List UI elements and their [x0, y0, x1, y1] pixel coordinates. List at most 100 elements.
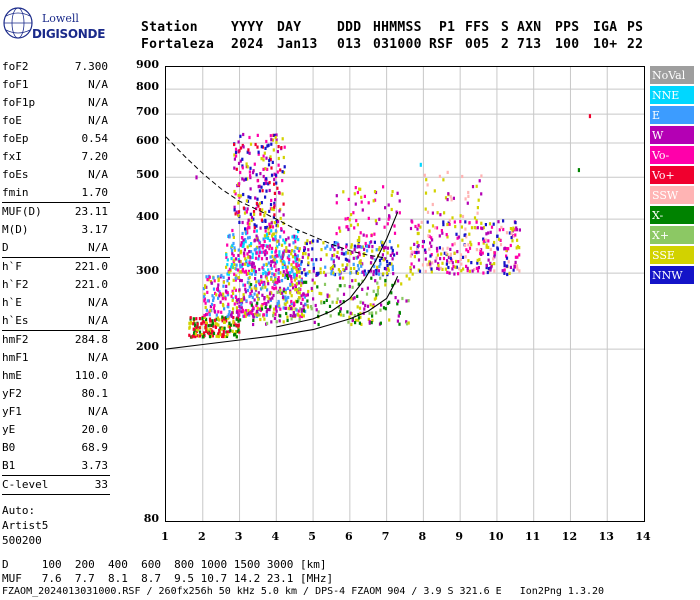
echo-point: [198, 334, 201, 338]
echo-point: [324, 265, 327, 269]
echo-point: [238, 182, 241, 186]
echo-point: [273, 307, 276, 311]
echo-point: [249, 310, 252, 314]
echo-point: [446, 259, 449, 263]
echo-point: [282, 251, 285, 255]
echo-point: [336, 297, 339, 301]
echo-point: [269, 225, 272, 229]
echo-point: [261, 266, 264, 270]
param-row-foe: foE N/A: [2, 112, 110, 130]
echo-point: [375, 221, 378, 226]
echo-point: [237, 325, 240, 329]
echo-point: [297, 238, 300, 242]
echo-point: [356, 255, 360, 259]
echo-point: [249, 176, 252, 180]
echo-point: [254, 284, 257, 288]
echo-point: [212, 287, 216, 291]
echo-point: [234, 288, 237, 292]
echo-point: [319, 257, 322, 261]
param-value: N/A: [88, 241, 108, 254]
echo-point: [270, 142, 273, 146]
echo-point: [428, 247, 431, 251]
echo-point: [424, 191, 428, 195]
param-value: N/A: [88, 78, 108, 91]
echo-point: [364, 241, 367, 246]
echo-point: [256, 238, 259, 242]
echo-point: [232, 254, 235, 258]
echo-point: [510, 236, 513, 240]
echo-point: [193, 331, 196, 335]
echo-point: [273, 258, 276, 262]
echo-point: [347, 227, 350, 232]
param-separator: [2, 257, 110, 258]
echo-point: [281, 273, 285, 277]
echo-point: [263, 282, 266, 286]
echo-point: [297, 230, 300, 234]
echo-point: [475, 248, 478, 252]
echo-point: [221, 315, 224, 319]
echo-point: [260, 304, 263, 308]
echo-point: [232, 291, 235, 295]
echo-point: [195, 325, 198, 330]
echo-point: [365, 292, 369, 296]
echo-point: [196, 322, 199, 326]
echo-point: [295, 308, 298, 312]
echo-point: [211, 294, 214, 298]
echo-point: [588, 114, 592, 119]
echo-point: [356, 245, 359, 249]
param-value: 68.9: [81, 441, 109, 454]
echo-point: [431, 224, 435, 228]
echo-point: [514, 255, 517, 259]
echo-point: [208, 275, 211, 279]
echo-point: [353, 192, 356, 196]
echo-point: [350, 243, 353, 247]
echo-point: [267, 227, 270, 231]
echo-point: [194, 335, 197, 339]
echo-point: [339, 276, 342, 280]
echo-point: [405, 322, 409, 326]
echo-point: [211, 322, 214, 326]
echo-point: [264, 167, 267, 171]
param-value: 3.73: [81, 459, 109, 472]
echo-point: [236, 268, 240, 272]
echo-point: [468, 246, 472, 250]
echo-point: [464, 227, 467, 231]
echo-point: [239, 134, 242, 138]
echo-point: [380, 303, 383, 307]
echo-point: [514, 221, 517, 225]
echo-point: [487, 252, 490, 256]
echo-point: [485, 266, 488, 270]
echo-point: [301, 281, 304, 285]
echo-point: [266, 225, 269, 230]
echo-point: [228, 325, 231, 329]
echo-point: [265, 257, 268, 261]
echo-point: [206, 312, 209, 316]
echo-point: [506, 264, 509, 268]
echo-point: [330, 257, 333, 261]
echo-point: [232, 316, 235, 320]
echo-point: [272, 148, 275, 152]
echo-point: [248, 151, 251, 155]
echo-point: [461, 238, 464, 242]
echo-point: [286, 265, 289, 269]
echo-point: [371, 245, 374, 249]
echo-point: [227, 316, 230, 320]
echo-point: [353, 244, 356, 248]
echo-point: [276, 290, 279, 294]
echo-point: [275, 173, 278, 177]
echo-point: [368, 311, 371, 315]
echo-point: [354, 318, 357, 322]
echo-point: [290, 306, 293, 311]
echo-point: [265, 302, 268, 307]
echo-point: [265, 276, 268, 280]
echo-point: [300, 283, 303, 287]
echo-point: [384, 206, 387, 210]
echo-point: [335, 241, 338, 245]
param-value: N/A: [88, 96, 108, 109]
legend-item-noval: NoVal: [650, 66, 694, 86]
echo-point: [239, 146, 243, 150]
echo-point: [258, 241, 261, 245]
echo-point: [353, 296, 356, 300]
echo-point: [446, 170, 449, 174]
echo-point: [241, 157, 244, 161]
